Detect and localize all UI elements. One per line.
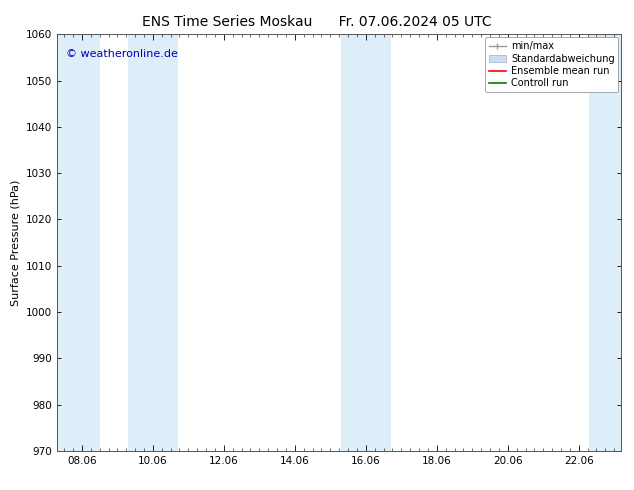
Bar bbox=[128, 34, 178, 451]
Y-axis label: Surface Pressure (hPa): Surface Pressure (hPa) bbox=[10, 179, 20, 306]
Legend: min/max, Standardabweichung, Ensemble mean run, Controll run: min/max, Standardabweichung, Ensemble me… bbox=[484, 37, 618, 92]
Text: © weatheronline.de: © weatheronline.de bbox=[65, 49, 178, 59]
Bar bbox=[57, 34, 100, 451]
Bar bbox=[341, 34, 391, 451]
Text: ENS Time Series Moskau      Fr. 07.06.2024 05 UTC: ENS Time Series Moskau Fr. 07.06.2024 05… bbox=[142, 15, 492, 29]
Bar bbox=[590, 34, 621, 451]
